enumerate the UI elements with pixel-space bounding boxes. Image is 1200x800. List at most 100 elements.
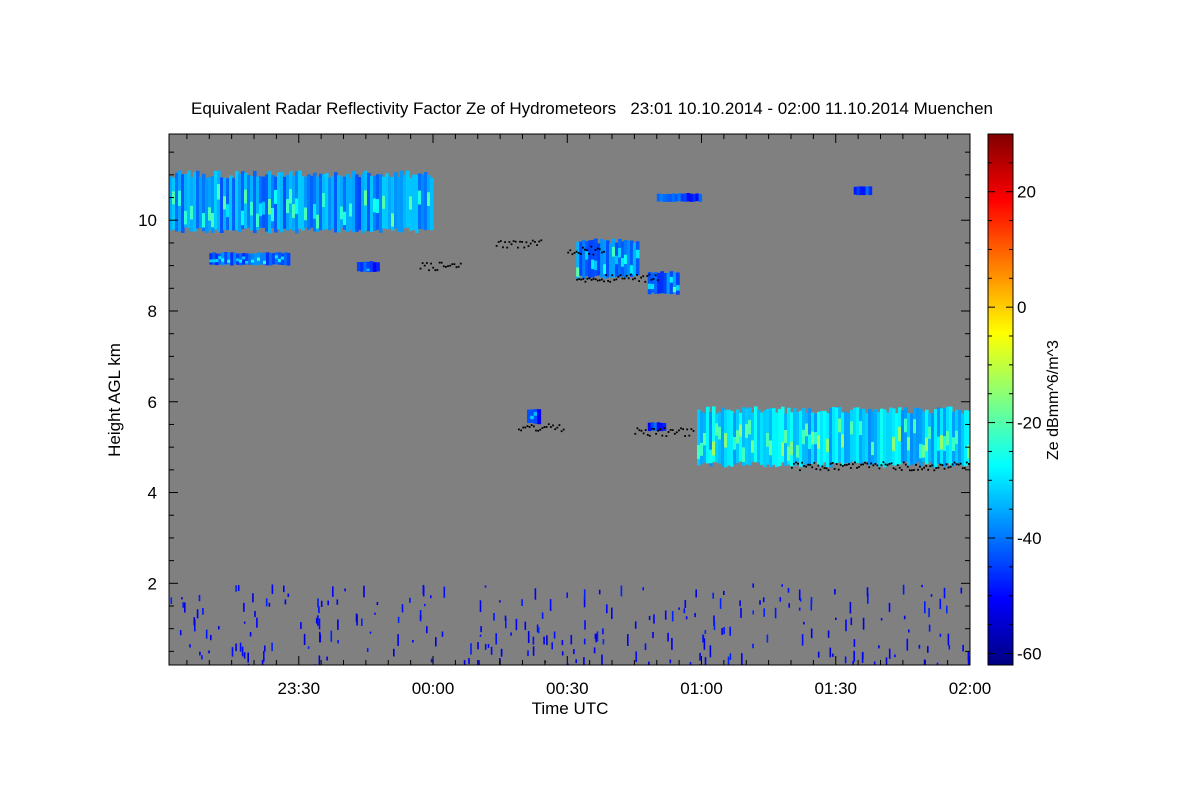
clutter-speckle — [318, 618, 321, 630]
clutter-speckle — [264, 645, 266, 652]
y-tick-label: 8 — [148, 302, 157, 321]
echo-core — [802, 429, 806, 445]
echo-cell — [169, 176, 173, 231]
echo-cell — [772, 408, 776, 465]
echo-cell — [209, 253, 213, 265]
clutter-speckle — [923, 659, 926, 665]
cloud-base-point — [552, 424, 554, 427]
cloud-base-point — [521, 241, 523, 243]
clutter-speckle — [193, 617, 196, 626]
x-tick-label: 01:30 — [814, 679, 857, 698]
cloud-base-point — [902, 461, 905, 464]
clutter-speckle — [300, 622, 302, 629]
clutter-speckle — [256, 617, 258, 628]
echo-cell — [274, 176, 278, 233]
echo-cell — [334, 172, 338, 233]
echo-core — [784, 430, 788, 444]
clutter-speckle — [939, 598, 942, 610]
clutter-speckle — [549, 599, 552, 611]
echo-cell — [224, 252, 228, 265]
cloud-base-point — [426, 262, 428, 264]
cloud-base-point — [673, 432, 676, 435]
cloud-base-point — [953, 461, 956, 464]
cloud-base-point — [524, 426, 527, 429]
cloud-base-point — [915, 463, 917, 466]
clutter-speckle — [575, 659, 577, 664]
echo-core — [669, 276, 674, 283]
echo-cell — [856, 407, 860, 463]
echo-cell — [742, 407, 746, 466]
cloud-base-point — [929, 465, 932, 468]
x-tick-label: 02:00 — [949, 679, 992, 698]
echo-cell — [415, 174, 419, 234]
echo-cell — [805, 413, 809, 464]
cloud-base-point — [884, 463, 887, 466]
cloud-base-point — [913, 469, 915, 471]
echo-cell — [859, 408, 863, 465]
echo-core — [952, 437, 956, 451]
clutter-speckle — [283, 585, 285, 593]
cloud-base-point — [655, 432, 657, 435]
clutter-speckle — [231, 647, 234, 657]
cloud-base-point — [911, 469, 913, 472]
clutter-speckle — [218, 626, 220, 630]
cloud-base-point — [680, 427, 682, 430]
colorbar — [987, 133, 1014, 666]
cloud-base-point — [601, 251, 603, 254]
echo-core — [218, 256, 222, 260]
echo-cell — [533, 409, 538, 424]
cloud-base-point — [878, 467, 881, 470]
clutter-speckle — [422, 586, 425, 597]
echo-cell — [823, 410, 827, 463]
clutter-speckle — [247, 652, 249, 663]
clutter-speckle — [201, 655, 203, 660]
clutter-speckle — [727, 656, 730, 665]
echo-core — [280, 256, 285, 260]
clutter-speckle — [241, 646, 244, 657]
echo-cell — [196, 170, 200, 229]
clutter-speckle — [566, 592, 568, 598]
echo-cell — [709, 412, 713, 467]
clutter-speckle — [182, 602, 184, 608]
cloud-base-point — [652, 278, 655, 280]
echo-cell — [337, 175, 341, 233]
clutter-speckle — [515, 618, 518, 631]
echo-cell — [388, 176, 392, 229]
clutter-speckle — [835, 617, 837, 620]
clutter-speckle — [921, 584, 923, 588]
clutter-speckle — [479, 634, 482, 637]
echo-cell — [301, 176, 305, 231]
clutter-speckle — [867, 593, 869, 604]
clutter-speckle — [247, 663, 250, 665]
echo-core — [850, 421, 854, 435]
echo-cell — [304, 176, 308, 228]
cloud-base-point — [512, 240, 515, 242]
cloud-base-point — [560, 430, 563, 433]
cloud-base-segment — [495, 239, 543, 249]
clutter-speckle — [671, 611, 674, 622]
x-tick-label: 00:00 — [412, 679, 455, 698]
clutter-speckle — [198, 595, 201, 602]
clutter-speckle — [470, 643, 472, 655]
clutter-speckle — [620, 585, 623, 597]
echo-cell — [847, 413, 851, 464]
echo-cell — [265, 174, 269, 232]
cloud-base-point — [578, 278, 581, 280]
echo-cell — [527, 409, 531, 423]
echo-cell — [277, 252, 282, 265]
echo-core — [808, 434, 812, 449]
cloud-base-point — [921, 468, 923, 471]
clutter-speckle — [463, 660, 466, 665]
cloud-base-point — [423, 264, 426, 267]
cloud-base-point — [890, 462, 893, 465]
echo-core — [603, 264, 607, 274]
x-axis-label: Time UTC — [532, 699, 609, 718]
echo-cell — [283, 176, 287, 229]
echo-upper-cirrus-band — [169, 170, 434, 234]
echo-cell — [859, 186, 864, 195]
echo-core — [676, 285, 680, 291]
chart-title: Equivalent Radar Reflectivity Factor Ze … — [191, 99, 993, 118]
clutter-speckle — [606, 604, 608, 614]
echo-cell — [346, 174, 350, 232]
clutter-speckle — [553, 631, 556, 639]
